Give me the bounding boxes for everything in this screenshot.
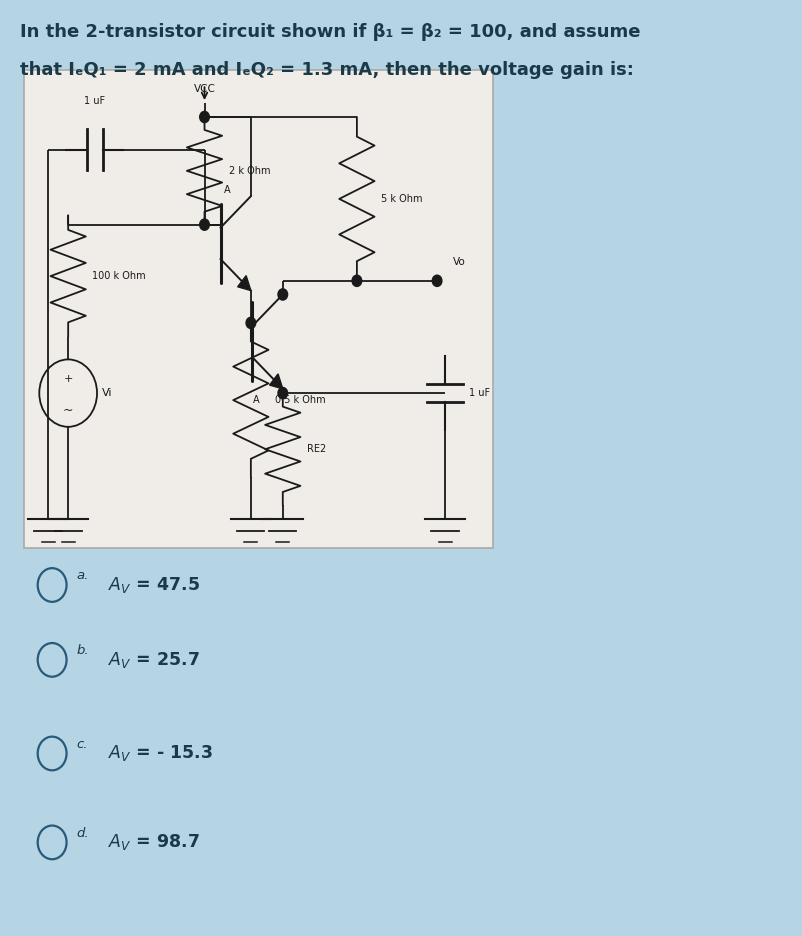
Text: d.: d. xyxy=(76,826,89,840)
Text: In the 2-transistor circuit shown if β₁ = β₂ = 100, and assume: In the 2-transistor circuit shown if β₁ … xyxy=(20,23,641,41)
Text: c.: c. xyxy=(76,738,87,751)
Text: 2 k Ohm: 2 k Ohm xyxy=(229,166,270,176)
Text: A: A xyxy=(224,184,230,195)
Text: $A_V$ = 25.7: $A_V$ = 25.7 xyxy=(108,650,200,670)
Text: +: + xyxy=(63,374,73,384)
Circle shape xyxy=(200,111,209,123)
Text: ~: ~ xyxy=(63,403,74,417)
Circle shape xyxy=(352,275,362,286)
Text: 100 k Ohm: 100 k Ohm xyxy=(92,271,146,281)
Text: that IₑQ₁ = 2 mA and IₑQ₂ = 1.3 mA, then the voltage gain is:: that IₑQ₁ = 2 mA and IₑQ₂ = 1.3 mA, then… xyxy=(20,61,634,79)
Text: $A_V$ = - 15.3: $A_V$ = - 15.3 xyxy=(108,743,213,764)
Text: $A_V$ = 98.7: $A_V$ = 98.7 xyxy=(108,832,200,853)
Bar xyxy=(24,70,493,548)
Circle shape xyxy=(200,219,209,230)
Text: Vo: Vo xyxy=(453,256,466,267)
Circle shape xyxy=(432,275,442,286)
Text: VCC: VCC xyxy=(193,83,216,94)
Polygon shape xyxy=(237,275,251,290)
Text: $A_V$ = 47.5: $A_V$ = 47.5 xyxy=(108,575,200,595)
Text: Vi: Vi xyxy=(102,388,112,398)
Text: b.: b. xyxy=(76,644,89,657)
Text: 5 k Ohm: 5 k Ohm xyxy=(381,194,423,204)
Circle shape xyxy=(278,289,288,300)
Circle shape xyxy=(246,317,256,329)
Text: a.: a. xyxy=(76,569,88,582)
Text: A: A xyxy=(253,395,260,405)
Polygon shape xyxy=(269,373,283,388)
Text: 1 uF: 1 uF xyxy=(469,388,490,398)
Text: 0.5 k Ohm: 0.5 k Ohm xyxy=(275,395,326,405)
Text: RE2: RE2 xyxy=(307,445,326,454)
Text: 1 uF: 1 uF xyxy=(84,95,105,106)
Circle shape xyxy=(278,388,288,399)
